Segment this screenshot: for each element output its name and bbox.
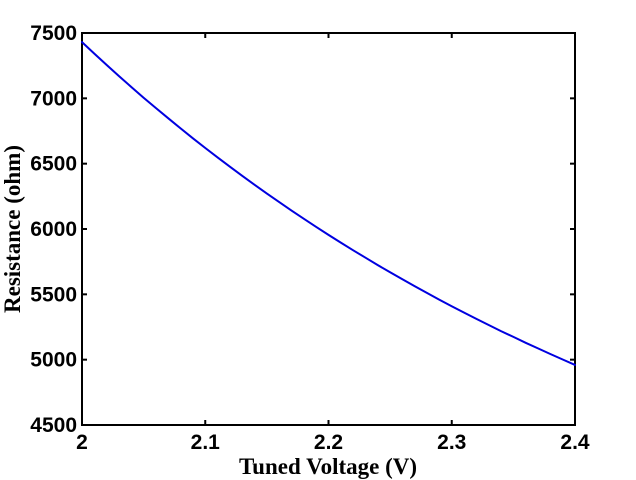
y-tick-label: 6000 bbox=[30, 218, 77, 241]
x-tick-label: 2.2 bbox=[314, 431, 343, 454]
y-tick-label: 6500 bbox=[30, 153, 77, 176]
y-tick-label: 5500 bbox=[30, 283, 77, 306]
resistance-curve bbox=[81, 41, 576, 366]
y-tick-label: 4500 bbox=[30, 414, 77, 437]
tick-label-layer: 2 2.1 2.2 2.3 2.4 4500 5000 5500 6000 6500 7000 750… bbox=[30, 22, 590, 454]
y-axis-label: Resistance (ohm) bbox=[0, 145, 25, 313]
y-tick-label: 7500 bbox=[30, 22, 77, 45]
series-layer bbox=[81, 41, 576, 366]
x-tick-label: 2.4 bbox=[560, 431, 590, 454]
x-tick-label: 2.3 bbox=[437, 431, 466, 454]
x-axis-label: Tuned Voltage (V) bbox=[239, 454, 417, 479]
x-tick-label: 2 bbox=[76, 431, 88, 454]
x-tick-label: 2.1 bbox=[191, 431, 221, 454]
axes-layer bbox=[81, 32, 576, 426]
y-tick-label: 5000 bbox=[30, 349, 77, 372]
y-tick-label: 7000 bbox=[30, 87, 77, 110]
axes-box bbox=[81, 32, 576, 426]
